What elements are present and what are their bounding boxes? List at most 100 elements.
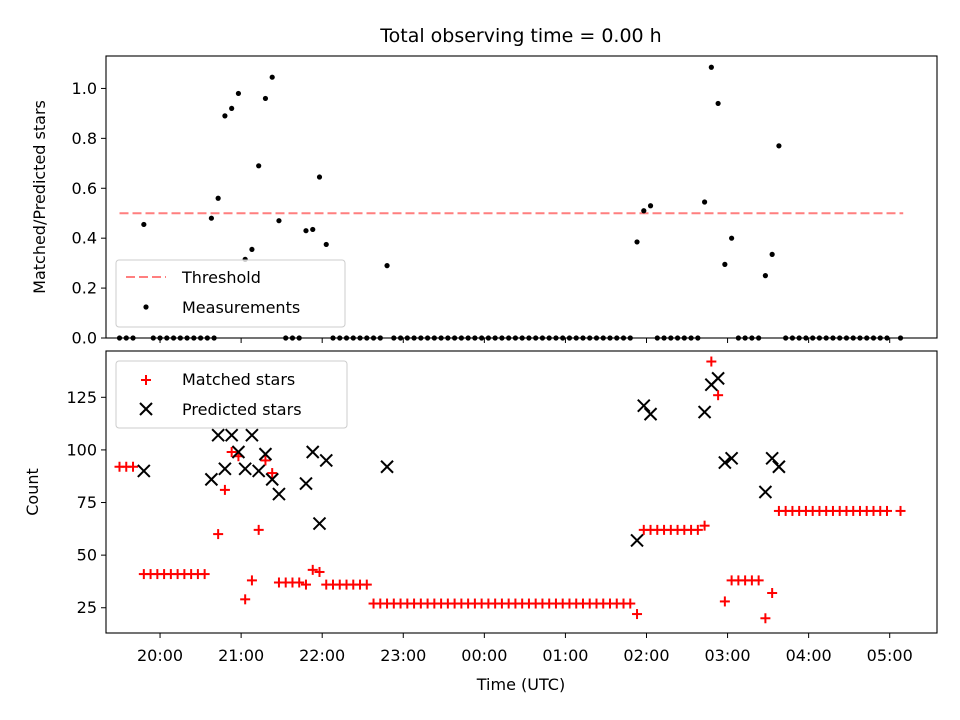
matched-star-point xyxy=(300,579,311,590)
bottom-legend-box xyxy=(115,360,348,429)
measurement-point xyxy=(256,163,262,169)
bottom-legend: Matched stars Predicted stars xyxy=(115,360,348,429)
measurement-point xyxy=(262,95,269,102)
matched-star-point xyxy=(213,529,224,540)
predicted-star-point xyxy=(272,487,286,501)
matched-star-point xyxy=(692,524,703,535)
legend-threshold-label: Threshold xyxy=(181,268,261,287)
bottom-x-tick-label: 05:00 xyxy=(867,646,913,665)
predicted-star-point xyxy=(204,472,219,487)
measurement-point xyxy=(776,143,782,149)
measurement-point xyxy=(634,239,640,245)
bottom-y-tick-label: 75 xyxy=(77,493,97,512)
predicted-star-point xyxy=(711,371,725,386)
measurement-point xyxy=(715,100,721,107)
matched-star-point xyxy=(294,577,305,588)
predicted-star-point xyxy=(218,462,232,476)
predicted-star-point xyxy=(724,451,739,466)
bottom-x-tick-label: 02:00 xyxy=(623,646,669,665)
matched-star-point xyxy=(260,455,271,466)
predicted-star-point xyxy=(238,462,252,476)
predicted-star-point xyxy=(765,451,779,466)
matched-star-point xyxy=(314,566,325,577)
matched-star-point xyxy=(632,609,643,620)
legend-measurements-swatch xyxy=(143,304,149,310)
matched-star-point xyxy=(267,468,278,479)
predicted-star-point xyxy=(772,460,786,474)
matched-star-point xyxy=(219,484,230,495)
bottom-panel: 25 50 75 100 125 20:00 21:00 22:00 23:00 00:00 01… xyxy=(23,350,938,694)
matched-star-point xyxy=(713,390,724,401)
predicted-star-point xyxy=(697,405,712,419)
top-y-tick-label: 0.4 xyxy=(72,229,97,248)
measurement-point xyxy=(249,246,255,253)
measurement-point xyxy=(323,241,329,248)
bottom-x-tick-label: 20:00 xyxy=(137,646,183,665)
measurement-point xyxy=(310,226,316,233)
predicted-star-point xyxy=(224,428,239,442)
top-y-axis: 0.0 0.2 0.4 0.6 0.8 1.0 xyxy=(72,79,106,348)
measurement-point xyxy=(701,199,708,205)
top-chart-title: Total observing time = 0.00 h xyxy=(379,25,661,47)
bottom-y-axis-label: Count xyxy=(23,468,42,516)
predicted-star-point xyxy=(312,516,327,531)
measurement-point xyxy=(647,203,654,209)
measurement-point xyxy=(276,218,282,224)
top-legend: Threshold Measurements xyxy=(115,259,346,328)
measurement-point xyxy=(729,235,735,241)
measurement-point xyxy=(762,273,768,279)
bottom-x-tick-label: 01:00 xyxy=(542,646,588,665)
predicted-star-point xyxy=(643,407,658,421)
measurement-point xyxy=(316,174,323,180)
matched-star-point xyxy=(706,356,717,367)
top-y-tick-label: 0.0 xyxy=(72,329,97,348)
matched-star-point xyxy=(240,594,251,605)
measurement-point xyxy=(229,105,235,112)
top-y-axis-label: Matched/Predicted stars xyxy=(30,100,49,294)
matched-star-point xyxy=(625,598,636,609)
matched-star-point xyxy=(226,447,237,458)
bottom-plot-area xyxy=(114,356,906,624)
bottom-x-tick-label: 23:00 xyxy=(380,646,426,665)
bottom-y-axis: 25 50 75 100 125 xyxy=(66,388,106,617)
bottom-y-tick-label: 50 xyxy=(77,546,97,565)
bottom-x-tick-label: 22:00 xyxy=(299,646,345,665)
measurement-point xyxy=(769,251,775,257)
measurement-point xyxy=(222,113,228,119)
bottom-x-tick-label: 03:00 xyxy=(705,646,751,665)
predicted-star-point xyxy=(137,464,151,478)
matched-star-point xyxy=(882,505,893,516)
bottom-x-axis-label: Time (UTC) xyxy=(476,675,565,694)
measurement-point xyxy=(384,263,390,269)
bottom-x-axis: 20:00 21:00 22:00 23:00 00:00 01:00 02:00 03:00… xyxy=(137,633,913,665)
top-y-tick-label: 1.0 xyxy=(72,79,97,98)
matched-star-point xyxy=(895,505,906,516)
measurement-point xyxy=(269,74,275,80)
predicted-star-point xyxy=(231,445,246,459)
measurement-point xyxy=(641,208,647,214)
bottom-y-tick-label: 125 xyxy=(66,388,97,407)
predicted-star-point xyxy=(299,476,313,491)
measurement-point xyxy=(708,64,714,70)
bottom-axes-frame xyxy=(105,350,938,634)
bottom-y-tick-label: 25 xyxy=(77,598,97,617)
matched-star-point xyxy=(253,524,264,535)
matched-star-point xyxy=(719,596,730,607)
top-y-tick-label: 0.2 xyxy=(72,279,97,298)
measurement-point xyxy=(235,90,242,97)
top-axes-frame xyxy=(105,55,938,339)
matched-star-point xyxy=(307,564,318,575)
matched-star-point xyxy=(199,569,210,580)
measurement-point xyxy=(303,228,309,234)
matched-star-point xyxy=(128,461,139,472)
measurement-point xyxy=(208,215,214,221)
bottom-x-tick-label: 00:00 xyxy=(461,646,507,665)
bottom-y-tick-label: 100 xyxy=(66,440,97,459)
predicted-star-point xyxy=(245,428,259,442)
legend-predicted-label: Predicted stars xyxy=(182,400,302,419)
bottom-x-tick-label: 21:00 xyxy=(218,646,264,665)
predicted-star-point xyxy=(319,453,333,468)
matched-star-point xyxy=(361,579,372,590)
predicted-star-point xyxy=(306,445,320,459)
